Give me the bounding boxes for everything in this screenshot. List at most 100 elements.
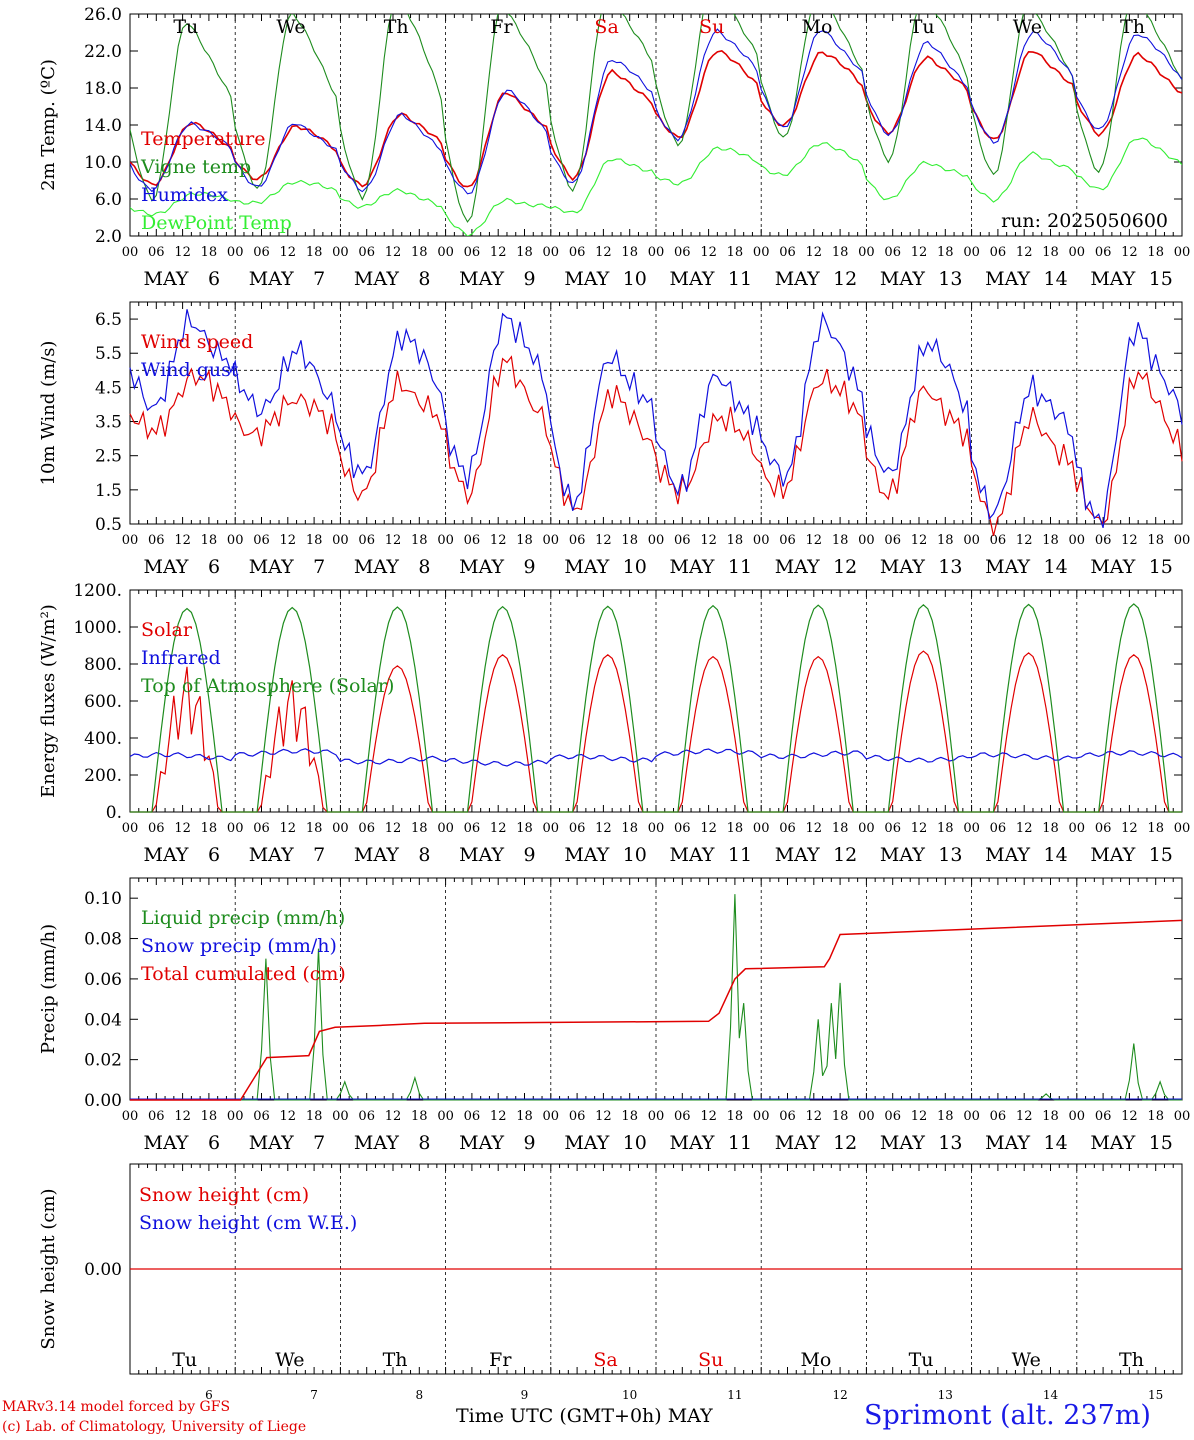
x-tick-label: 06 bbox=[884, 533, 901, 548]
y-tick-label: 0.02 bbox=[84, 1051, 122, 1071]
y-tick-label: 600. bbox=[84, 692, 122, 712]
x-tick-label: 18 bbox=[832, 1109, 849, 1124]
x-tick-label: 18 bbox=[411, 245, 428, 260]
y-tick-label: 800. bbox=[84, 655, 122, 675]
date-day-label: 9 bbox=[524, 556, 536, 578]
date-day-label: 12 bbox=[833, 844, 857, 866]
x-tick-label: 12 bbox=[490, 1109, 507, 1124]
x-tick-label: 00 bbox=[1069, 245, 1086, 260]
date-day-label: 6 bbox=[208, 268, 220, 290]
x-tick-label: 06 bbox=[1095, 1109, 1112, 1124]
date-month-label: MAY bbox=[249, 1132, 294, 1154]
x-tick-label: 18 bbox=[621, 821, 638, 836]
x-tick-label: 18 bbox=[727, 1109, 744, 1124]
date-month-label: MAY bbox=[775, 268, 820, 290]
weekday-label: We bbox=[275, 1349, 304, 1371]
x-tick-label: 18 bbox=[1042, 245, 1059, 260]
x-tick-label: 12 bbox=[1121, 821, 1138, 836]
date-day-label: 13 bbox=[938, 844, 962, 866]
weekday-label: Sa bbox=[594, 16, 618, 38]
y-tick-label: 0.5 bbox=[95, 515, 122, 535]
x-tick-label: 00 bbox=[1174, 533, 1191, 548]
panel-4-ylabel: Precip (mm/h) bbox=[38, 924, 59, 1054]
x-tick-label: 00 bbox=[648, 245, 665, 260]
run-annotation: run: 2025050600 bbox=[1001, 210, 1168, 232]
x-tick-label: 12 bbox=[595, 1109, 612, 1124]
x-tick-label: 06 bbox=[464, 1109, 481, 1124]
x-tick-label: 12 bbox=[174, 821, 191, 836]
x-tick-label: 12 bbox=[1016, 821, 1033, 836]
x-tick-label: 12 bbox=[700, 821, 717, 836]
x-tick-label: 00 bbox=[1069, 533, 1086, 548]
date-month-label: MAY bbox=[354, 268, 399, 290]
x-tick-label: 12 bbox=[490, 245, 507, 260]
date-day-label: 10 bbox=[623, 1132, 647, 1154]
y-tick-label: 1200. bbox=[73, 581, 122, 601]
legend-vigne-temp: Vigne temp bbox=[140, 156, 251, 178]
y-tick-label: 18.0 bbox=[84, 79, 122, 99]
x-tick-label: 12 bbox=[806, 245, 823, 260]
x-tick-label: 06 bbox=[253, 821, 270, 836]
x-tick-label: 18 bbox=[832, 821, 849, 836]
date-month-label: MAY bbox=[354, 1132, 399, 1154]
date-month-label: MAY bbox=[459, 844, 504, 866]
x-tick-label: 18 bbox=[727, 821, 744, 836]
date-month-label: MAY bbox=[564, 1132, 609, 1154]
x-tick-label: 12 bbox=[806, 821, 823, 836]
y-tick-label: 0.10 bbox=[84, 889, 122, 909]
date-day-label: 8 bbox=[418, 268, 430, 290]
date-month-label: MAY bbox=[459, 1132, 504, 1154]
x-tick-label: 12 bbox=[595, 533, 612, 548]
station-name: Sprimont (alt. 237m) bbox=[864, 1400, 1151, 1431]
x-tick-label: 18 bbox=[306, 533, 323, 548]
date-day-label: 6 bbox=[208, 1132, 220, 1154]
x-tick-label: 12 bbox=[280, 1109, 297, 1124]
date-month-label: MAY bbox=[1090, 1132, 1135, 1154]
legend-snow-height-cm-w-e-: Snow height (cm W.E.) bbox=[139, 1212, 357, 1234]
x-tick-label: 12 bbox=[700, 533, 717, 548]
x-tick-label: 00 bbox=[437, 1109, 454, 1124]
y-tick-label: 6.0 bbox=[95, 190, 122, 210]
y-tick-label: 400. bbox=[84, 729, 122, 749]
x-tick-label: 18 bbox=[727, 245, 744, 260]
y-tick-label: 3.5 bbox=[95, 413, 122, 433]
x-tick-label: 06 bbox=[358, 1109, 375, 1124]
weekday-label: Th bbox=[383, 1349, 408, 1371]
date-day-label: 13 bbox=[938, 556, 962, 578]
x-tick-label: 06 bbox=[779, 533, 796, 548]
y-tick-label: 26.0 bbox=[84, 5, 122, 25]
x-tick-label: 00 bbox=[227, 245, 244, 260]
x-tick-label: 12 bbox=[911, 533, 928, 548]
x-tick-label: 18 bbox=[201, 821, 218, 836]
x-tick-label: 12 bbox=[280, 821, 297, 836]
x-tick-label: 00 bbox=[648, 533, 665, 548]
date-day-label: 8 bbox=[418, 556, 430, 578]
x-tick-label: 06 bbox=[1095, 821, 1112, 836]
date-month-label: MAY bbox=[880, 268, 925, 290]
date-day-label: 7 bbox=[313, 268, 325, 290]
y-tick-label: 6.5 bbox=[95, 310, 122, 330]
x-tick-label: 18 bbox=[937, 821, 954, 836]
date-month-label: MAY bbox=[880, 1132, 925, 1154]
panel-1-ylabel: 2m Temp. (ºC) bbox=[38, 59, 59, 191]
x-tick-label: 00 bbox=[332, 1109, 349, 1124]
x-tick-label: 00 bbox=[122, 1109, 139, 1124]
x-tick-label: 06 bbox=[253, 245, 270, 260]
x-tick-label: 00 bbox=[437, 533, 454, 548]
x-tick-label: 12 bbox=[490, 533, 507, 548]
date-day-label: 7 bbox=[313, 556, 325, 578]
x-tick-label: 00 bbox=[1174, 1109, 1191, 1124]
date-month-label: MAY bbox=[564, 844, 609, 866]
y-tick-label: 10.0 bbox=[84, 153, 122, 173]
y-tick-label: 22.0 bbox=[84, 42, 122, 62]
date-month-label: MAY bbox=[985, 844, 1030, 866]
x-tick-label: 06 bbox=[148, 1109, 165, 1124]
x-tick-label: 18 bbox=[1147, 533, 1164, 548]
x-tick-label: 12 bbox=[490, 821, 507, 836]
x-tick-label: 06 bbox=[148, 245, 165, 260]
date-day-label: 6 bbox=[208, 844, 220, 866]
y-tick-label: 0.00 bbox=[84, 1091, 122, 1111]
weekday-label: Tu bbox=[173, 16, 198, 38]
x-tick-label: 18 bbox=[1042, 821, 1059, 836]
date-month-label: MAY bbox=[459, 556, 504, 578]
